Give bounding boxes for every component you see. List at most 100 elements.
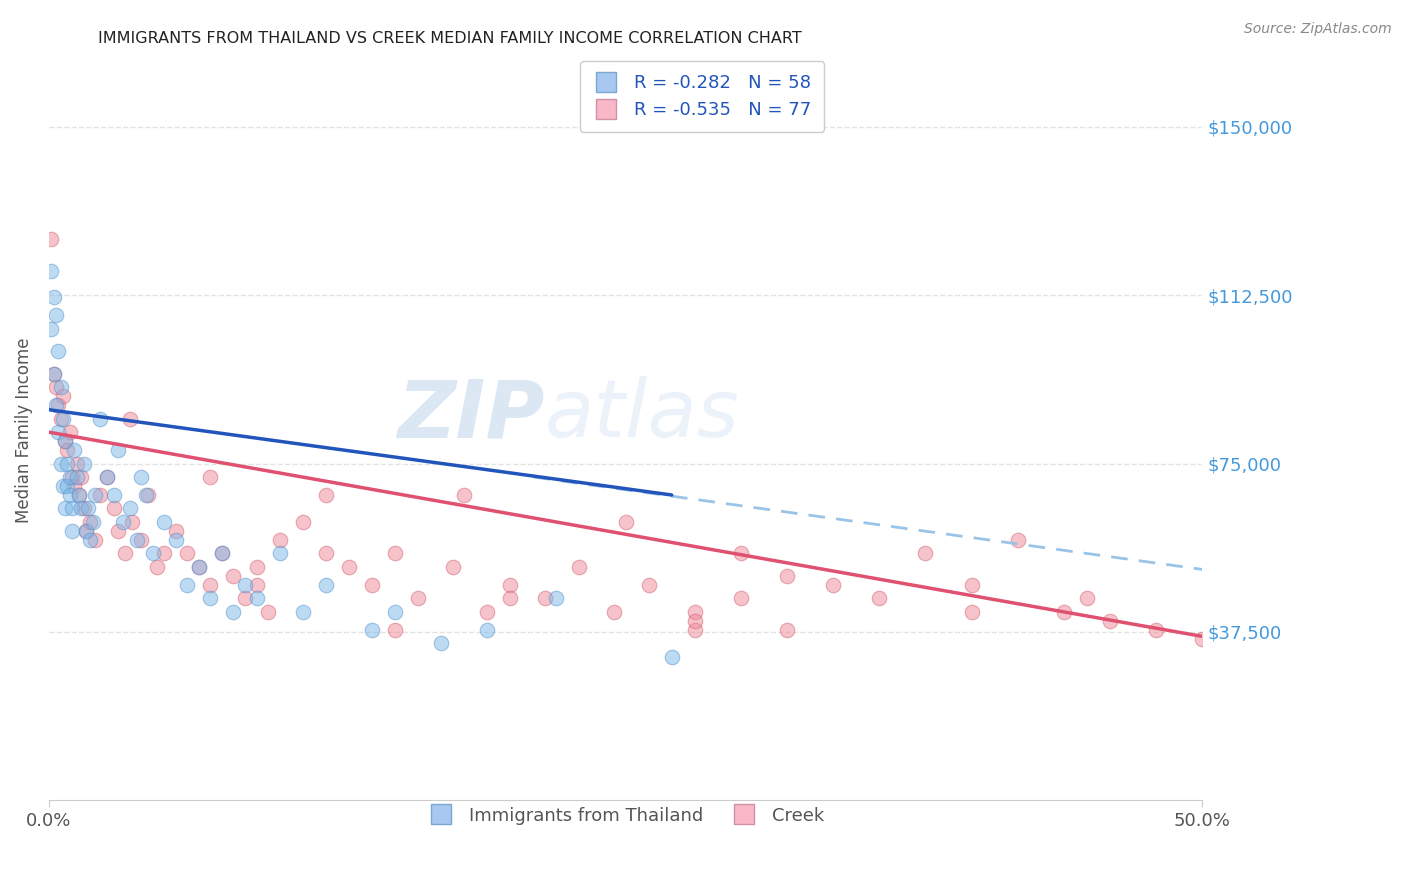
Point	[1144, 623, 1167, 637]
Point	[200, 470, 222, 484]
Point	[45, 398, 67, 412]
Point	[136, 488, 159, 502]
Point	[257, 605, 280, 619]
Point	[614, 515, 637, 529]
Point	[453, 488, 475, 502]
Point	[66, 470, 89, 484]
Point	[125, 533, 148, 547]
Point	[118, 501, 141, 516]
Point	[56, 457, 79, 471]
Point	[52, 411, 75, 425]
Text: ZIP: ZIP	[398, 376, 546, 454]
Point	[222, 569, 245, 583]
Point	[1191, 632, 1213, 646]
Point	[200, 591, 222, 606]
Point	[60, 524, 83, 538]
Point	[661, 649, 683, 664]
Point	[187, 559, 209, 574]
Point	[70, 501, 93, 516]
Point	[79, 533, 101, 547]
Point	[70, 470, 93, 484]
Point	[315, 578, 337, 592]
Point	[146, 559, 169, 574]
Point	[135, 488, 157, 502]
Point	[53, 434, 76, 449]
Point	[49, 457, 72, 471]
Point	[118, 411, 141, 425]
Point	[499, 578, 522, 592]
Point	[42, 367, 65, 381]
Point	[384, 546, 406, 560]
Point	[142, 546, 165, 560]
Point	[384, 623, 406, 637]
Point	[46, 398, 69, 412]
Point	[211, 546, 233, 560]
Point	[1007, 533, 1029, 547]
Point	[200, 578, 222, 592]
Point	[103, 488, 125, 502]
Point	[776, 569, 799, 583]
Point	[111, 515, 134, 529]
Point	[103, 501, 125, 516]
Point	[89, 488, 111, 502]
Point	[291, 605, 314, 619]
Text: Source: ZipAtlas.com: Source: ZipAtlas.com	[1244, 22, 1392, 37]
Point	[107, 524, 129, 538]
Point	[534, 591, 557, 606]
Point	[360, 623, 382, 637]
Point	[441, 559, 464, 574]
Point	[477, 623, 499, 637]
Point	[823, 578, 845, 592]
Point	[84, 488, 107, 502]
Point	[568, 559, 591, 574]
Point	[75, 524, 97, 538]
Point	[233, 591, 256, 606]
Point	[114, 546, 136, 560]
Point	[63, 443, 86, 458]
Point	[60, 501, 83, 516]
Point	[176, 578, 198, 592]
Point	[499, 591, 522, 606]
Point	[75, 524, 97, 538]
Point	[546, 591, 568, 606]
Point	[129, 470, 152, 484]
Point	[72, 457, 94, 471]
Point	[291, 515, 314, 529]
Point	[776, 623, 799, 637]
Point	[107, 443, 129, 458]
Point	[46, 344, 69, 359]
Point	[384, 605, 406, 619]
Point	[96, 470, 118, 484]
Point	[53, 501, 76, 516]
Point	[360, 578, 382, 592]
Point	[84, 533, 107, 547]
Point	[39, 322, 62, 336]
Point	[683, 614, 706, 628]
Point	[89, 411, 111, 425]
Point	[683, 623, 706, 637]
Point	[153, 515, 176, 529]
Point	[96, 470, 118, 484]
Point	[52, 389, 75, 403]
Point	[59, 488, 82, 502]
Point	[67, 488, 90, 502]
Point	[430, 636, 453, 650]
Point	[406, 591, 429, 606]
Point	[245, 578, 267, 592]
Point	[45, 309, 67, 323]
Point	[77, 501, 100, 516]
Point	[59, 425, 82, 439]
Point	[82, 515, 104, 529]
Point	[42, 291, 65, 305]
Point	[49, 411, 72, 425]
Point	[66, 457, 89, 471]
Point	[637, 578, 659, 592]
Point	[603, 605, 626, 619]
Point	[63, 479, 86, 493]
Point	[176, 546, 198, 560]
Point	[868, 591, 890, 606]
Point	[67, 488, 90, 502]
Y-axis label: Median Family Income: Median Family Income	[15, 337, 32, 523]
Point	[222, 605, 245, 619]
Legend: Immigrants from Thailand, Creek: Immigrants from Thailand, Creek	[416, 796, 835, 836]
